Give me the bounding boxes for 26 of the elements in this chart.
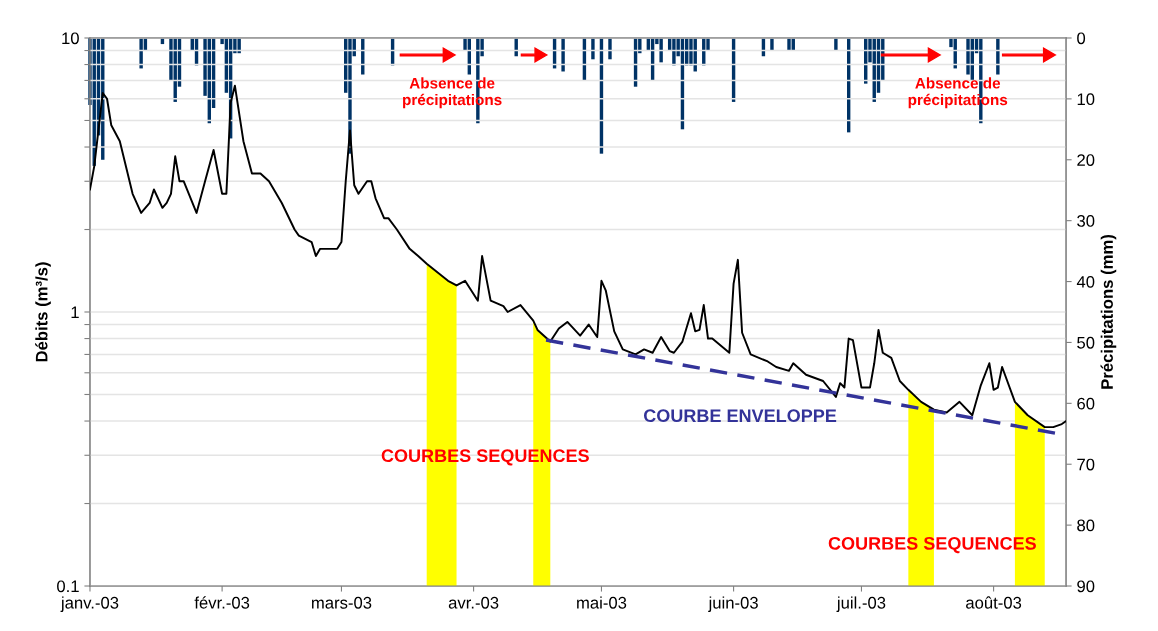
x-tick-label: août-03 xyxy=(966,596,1022,609)
y-tick-label: 0.1 xyxy=(57,580,79,593)
y2-tick-label: 60 xyxy=(1077,397,1095,410)
y2-tick-label: 30 xyxy=(1077,215,1095,227)
annotation: Absence de précipitations xyxy=(403,77,502,109)
y2-tick-label: 70 xyxy=(1077,458,1095,471)
y2-tick-label: 10 xyxy=(1077,93,1095,106)
y2-tick-label: 90 xyxy=(1077,580,1095,593)
annotation: Absence de précipitations xyxy=(908,77,1008,109)
y2-tick-label: 40 xyxy=(1076,275,1095,288)
x-tick-label: févr.-03 xyxy=(194,596,250,609)
y-tick-label: 10 xyxy=(62,32,79,45)
y-tick-label: 1 xyxy=(71,306,79,319)
y-axis-title: Débits (m³/s) xyxy=(35,262,51,362)
x-tick-label: juil.-03 xyxy=(836,596,886,612)
x-tick-label: mai-03 xyxy=(577,596,627,609)
y2-axis-title: Précipitations (mm) xyxy=(1100,235,1117,389)
y2-tick-label: 20 xyxy=(1077,154,1095,166)
x-tick-label: janv.-03 xyxy=(60,596,119,612)
y2-tick-label: 50 xyxy=(1077,336,1095,349)
x-tick-label: juin-03 xyxy=(708,596,758,612)
annotation: COURBE ENVELOPPE xyxy=(643,409,837,423)
y2-tick-label: 80 xyxy=(1077,519,1095,532)
x-tick-label: mars-03 xyxy=(312,596,372,609)
y2-tick-label: 0 xyxy=(1077,32,1086,45)
x-tick-label: avr.-03 xyxy=(448,596,499,609)
